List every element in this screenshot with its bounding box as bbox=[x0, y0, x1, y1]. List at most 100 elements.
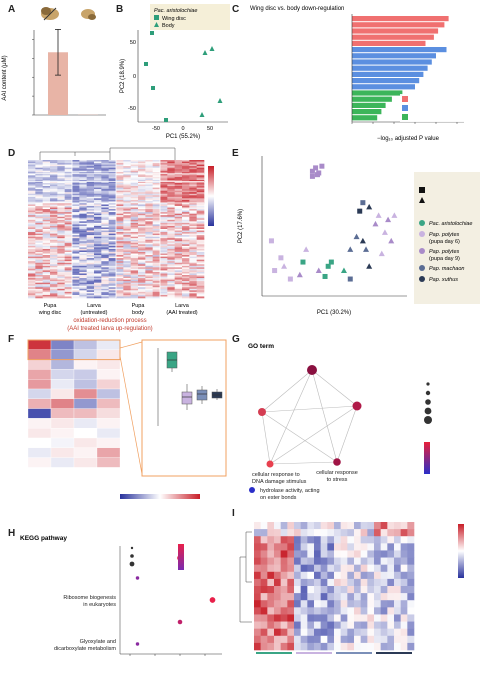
pca-point bbox=[388, 237, 395, 244]
module-cell bbox=[50, 428, 75, 439]
pca-point bbox=[366, 263, 373, 269]
pca-point bbox=[372, 220, 379, 227]
panel-e-pca-plot: PC2 (17.6%) PC1 (30.2%) Pac. aristolochi… bbox=[238, 156, 480, 316]
pca-point bbox=[347, 246, 354, 252]
pca-point bbox=[278, 255, 284, 261]
module-cell bbox=[50, 408, 75, 419]
module-cell bbox=[27, 457, 52, 468]
panel-e-species-swatch bbox=[419, 265, 425, 271]
pca-point bbox=[309, 168, 315, 174]
module-cell bbox=[73, 339, 98, 350]
panel-b-ytick: 50 bbox=[130, 40, 136, 46]
module-cell bbox=[73, 457, 98, 468]
pca-point bbox=[347, 276, 353, 282]
pca-point bbox=[359, 237, 366, 244]
module-cell bbox=[27, 379, 52, 390]
pca-point-wing bbox=[144, 62, 148, 66]
panel-e-species-label: Pap. xuthus bbox=[429, 277, 458, 283]
network-edge bbox=[261, 411, 271, 465]
go-term-bar bbox=[352, 115, 378, 121]
kegg-dot bbox=[135, 642, 140, 646]
network-node-label: hydrolase activity, acting bbox=[260, 488, 320, 494]
pca-point bbox=[313, 165, 319, 171]
go-term-bar bbox=[352, 65, 428, 71]
pca-point bbox=[366, 203, 373, 210]
panel-d-caption1: oxidation-reduction process bbox=[73, 318, 146, 324]
go-term-bar bbox=[352, 16, 449, 22]
pca-point bbox=[314, 172, 320, 178]
butterfly-wing-disc-icon bbox=[81, 9, 96, 20]
go-term-bar bbox=[352, 34, 434, 40]
module-cell bbox=[96, 349, 121, 360]
network-node-label: DNA damage stimulus bbox=[252, 479, 307, 485]
panel-e-legend-box bbox=[414, 172, 480, 304]
go-term-bar bbox=[352, 22, 445, 28]
pca-point bbox=[319, 163, 325, 169]
pca-point bbox=[385, 216, 392, 223]
pca-point bbox=[300, 259, 306, 265]
panel-d-col-label: Pupa bbox=[132, 303, 146, 309]
heatmap-cell bbox=[28, 160, 36, 162]
module-cell bbox=[73, 349, 98, 360]
network-edge bbox=[261, 405, 358, 413]
module-cell bbox=[27, 437, 52, 448]
pca-point-body bbox=[217, 98, 223, 103]
panel-label-a: A bbox=[8, 4, 16, 15]
panel-b-legend-title: Pac. aristolochiae bbox=[154, 8, 197, 14]
go-term-bar bbox=[352, 109, 382, 115]
panel-b-ylabel: PC2 (18.9%) bbox=[120, 59, 126, 93]
module-cell bbox=[96, 457, 121, 468]
module-cell bbox=[50, 447, 75, 458]
pca-point bbox=[363, 246, 370, 252]
module-cell bbox=[50, 379, 75, 390]
species-bar bbox=[376, 652, 412, 654]
panel-label-c: C bbox=[232, 4, 240, 15]
module-cell bbox=[73, 398, 98, 409]
module-cell bbox=[50, 339, 75, 350]
panel-f-module-heatmap bbox=[27, 339, 227, 499]
module-cell bbox=[50, 388, 75, 399]
module-cell bbox=[50, 349, 75, 360]
panel-b-legend-body: Body bbox=[162, 23, 175, 29]
module-cell bbox=[50, 398, 75, 409]
panel-label-h: H bbox=[8, 528, 16, 539]
panel-c-go-bar-chart: Wing disc vs. body down-regulation −log₁… bbox=[250, 6, 480, 142]
go-term-bar bbox=[352, 47, 447, 53]
panel-label-f: F bbox=[8, 334, 15, 345]
size-legend-dot bbox=[426, 382, 430, 386]
size-legend-dot bbox=[425, 399, 431, 405]
pca-point bbox=[325, 263, 331, 269]
panel-c-legend-swatch bbox=[402, 105, 408, 111]
network-node bbox=[333, 458, 341, 466]
count-legend-dot bbox=[130, 554, 134, 558]
module-cell bbox=[50, 369, 75, 380]
pca-point-body bbox=[202, 50, 208, 55]
panel-a-bar-chart: AAI content (μM) bbox=[2, 7, 106, 116]
module-cell bbox=[27, 428, 52, 439]
module-cell bbox=[73, 359, 98, 370]
panel-b-xtick: 0 bbox=[181, 126, 184, 132]
panel-g-title: GO term bbox=[248, 343, 274, 350]
pca-point-body bbox=[209, 46, 215, 51]
butterfly-body-icon bbox=[41, 7, 59, 21]
panel-b-xlabel: PC1 (55.2%) bbox=[166, 134, 200, 140]
pca-point bbox=[360, 200, 366, 206]
panel-b-legend-wing: Wing disc bbox=[162, 16, 186, 22]
panel-e-species-label: Pac. aristolochiae bbox=[429, 221, 472, 227]
panel-e-ylabel: PC2 (17.6%) bbox=[238, 209, 244, 243]
module-cell bbox=[73, 369, 98, 380]
panel-e-xlabel: PC1 (30.2%) bbox=[317, 310, 351, 316]
network-edge bbox=[311, 369, 358, 407]
pca-point bbox=[357, 208, 363, 214]
kegg-pathway-label: Ribosome biogenesis bbox=[63, 595, 116, 601]
network-node-label: cellular response bbox=[316, 470, 358, 476]
panel-d-col-label: (untreated) bbox=[81, 310, 108, 316]
panel-c-title: Wing disc vs. body down-regulation bbox=[250, 6, 344, 12]
network-edge bbox=[336, 405, 358, 463]
panel-label-i: I bbox=[232, 508, 235, 519]
panel-d-col-label: (AAI treated) bbox=[166, 310, 197, 316]
module-cell bbox=[27, 339, 52, 350]
module-cell bbox=[50, 418, 75, 429]
panel-e-species-swatch bbox=[419, 220, 425, 226]
